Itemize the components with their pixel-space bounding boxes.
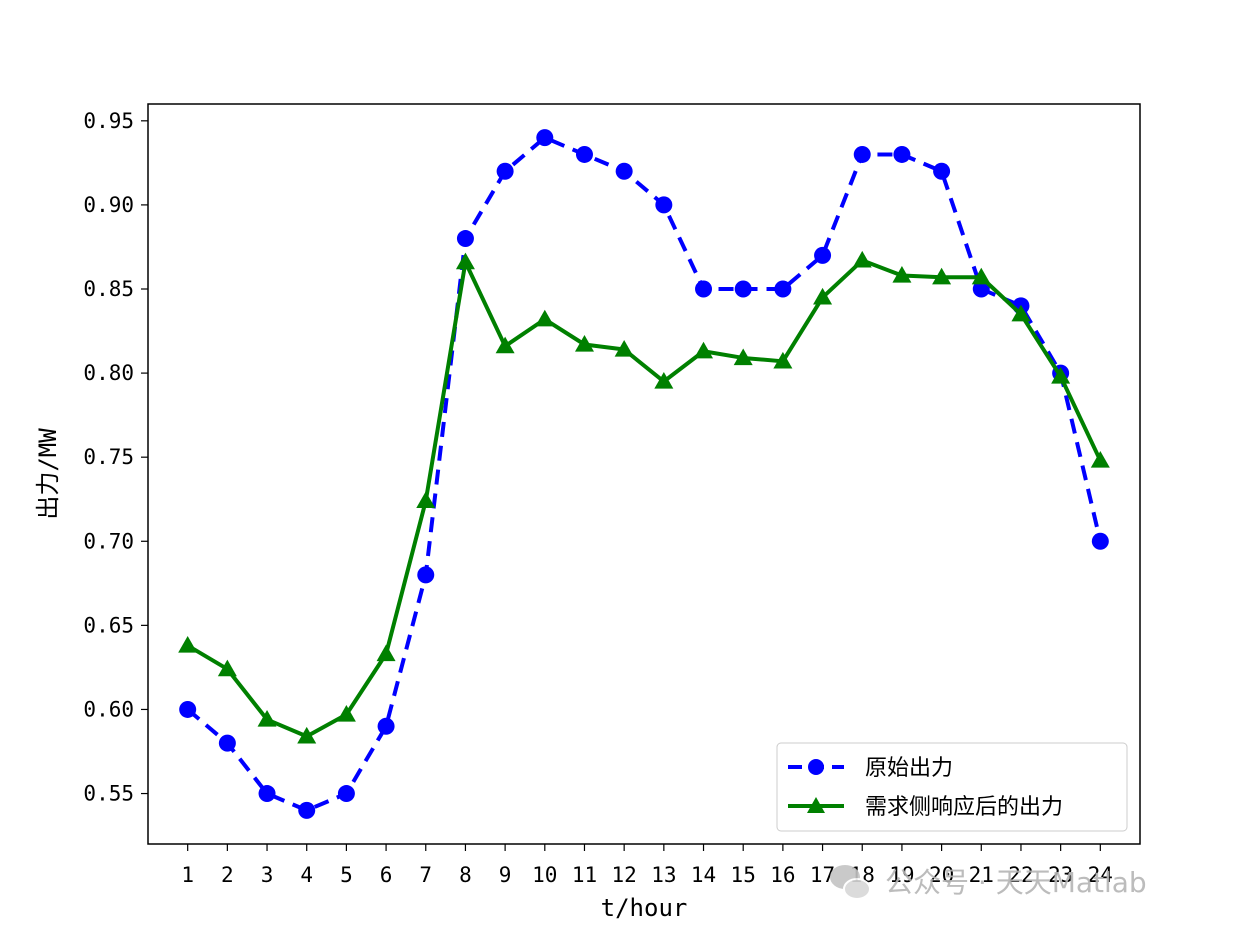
plot-frame xyxy=(147,103,1141,845)
y-tick-label: 0.80 xyxy=(83,361,134,385)
data-point xyxy=(774,280,792,298)
data-point xyxy=(733,348,753,366)
x-tick-label: 5 xyxy=(340,863,353,887)
y-tick-label: 0.55 xyxy=(83,782,134,806)
series-layer xyxy=(178,129,1110,819)
data-point xyxy=(574,335,594,352)
data-point xyxy=(773,351,793,369)
x-tick-label: 3 xyxy=(261,863,274,887)
data-point xyxy=(852,250,872,268)
data-point xyxy=(615,162,633,180)
x-axis-label: t/hour xyxy=(601,894,688,922)
data-point xyxy=(575,145,593,163)
data-point xyxy=(972,280,990,298)
data-point xyxy=(417,566,435,584)
data-point xyxy=(535,309,555,327)
x-tick-label: 12 xyxy=(612,863,637,887)
y-tick-label: 0.75 xyxy=(83,445,134,469)
data-point xyxy=(217,659,237,677)
x-tick-label: 7 xyxy=(419,863,432,887)
legend-marker-circle-icon xyxy=(808,759,824,775)
x-tick-label: 11 xyxy=(572,863,597,887)
x-tick-label: 9 xyxy=(499,863,512,887)
data-point xyxy=(416,491,436,509)
data-point xyxy=(218,734,236,752)
data-point xyxy=(814,246,832,264)
x-tick-label: 22 xyxy=(1008,863,1033,887)
data-point xyxy=(694,341,714,359)
watermark: 公众号 · 天天Matlab xyxy=(830,865,1147,900)
data-point xyxy=(337,785,355,803)
x-tick-label: 8 xyxy=(459,863,472,887)
x-tick-label: 14 xyxy=(691,863,716,887)
data-point xyxy=(376,644,396,662)
x-tick-label: 21 xyxy=(969,863,994,887)
data-point xyxy=(932,267,952,285)
x-tick-label: 13 xyxy=(651,863,676,887)
data-point xyxy=(655,196,673,214)
x-tick-label: 20 xyxy=(929,863,954,887)
legend-marker-triangle-icon xyxy=(807,797,825,813)
x-tick-label: 16 xyxy=(770,863,795,887)
data-point xyxy=(257,710,277,727)
y-tick-label: 0.70 xyxy=(83,529,134,553)
legend-label-response: 需求侧响应后的出力 xyxy=(865,795,1063,820)
data-point xyxy=(495,336,515,354)
data-point xyxy=(298,801,316,819)
y-tick-label: 0.65 xyxy=(83,613,134,637)
data-point xyxy=(1091,532,1109,550)
x-tick-label: 10 xyxy=(532,863,557,887)
data-point xyxy=(536,129,554,147)
legend: 原始出力 需求侧响应后的出力 xyxy=(776,742,1128,832)
data-point xyxy=(496,162,514,180)
data-point xyxy=(892,266,912,283)
data-point xyxy=(258,785,276,803)
data-point xyxy=(1011,304,1031,322)
series-response xyxy=(178,250,1110,744)
data-point xyxy=(1051,366,1071,384)
y-tick-label: 0.95 xyxy=(83,109,134,133)
y-axis-label: 出力/MW xyxy=(34,428,62,520)
data-point xyxy=(336,705,356,722)
data-point xyxy=(455,252,475,270)
watermark-text: 公众号 · 天天Matlab xyxy=(885,866,1147,899)
legend-box xyxy=(776,742,1128,832)
data-point xyxy=(853,145,871,163)
x-tick-label: 23 xyxy=(1048,863,1073,887)
data-point xyxy=(813,287,833,305)
y-tick-label: 0.60 xyxy=(83,697,134,721)
y-tick-label: 0.90 xyxy=(83,193,134,217)
y-axis: 0.55 0.60 0.65 0.70 0.75 0.80 0.85 0.90 0.95 xyxy=(83,109,148,806)
data-point xyxy=(178,636,198,653)
x-tick-label: 1 xyxy=(181,863,194,887)
data-point xyxy=(893,145,911,163)
data-point xyxy=(297,726,317,744)
data-point xyxy=(654,372,674,389)
data-point xyxy=(614,340,634,357)
x-tick-label: 2 xyxy=(221,863,234,887)
x-tick-label: 4 xyxy=(300,863,313,887)
legend-label-original: 原始出力 xyxy=(865,756,953,781)
y-tick-label: 0.85 xyxy=(83,277,134,301)
data-point xyxy=(179,700,197,718)
data-point xyxy=(695,280,713,298)
x-tick-label: 6 xyxy=(380,863,393,887)
x-tick-label: 19 xyxy=(889,863,914,887)
data-point xyxy=(377,717,395,735)
data-point xyxy=(971,267,991,285)
legend-item-original: 原始出力 xyxy=(788,756,953,781)
data-point xyxy=(456,230,474,248)
data-point xyxy=(734,280,752,298)
wechat-icon xyxy=(830,865,871,900)
x-axis: 1 2 3 4 5 6 7 8 9 10 11 12 13 14 15 16 17 18 19 20 21 22 23 24 xyxy=(181,844,1113,887)
data-point xyxy=(1090,451,1110,468)
legend-item-response: 需求侧响应后的出力 xyxy=(788,795,1063,820)
x-tick-label: 24 xyxy=(1088,863,1113,887)
x-tick-label: 15 xyxy=(731,863,756,887)
series-original xyxy=(179,129,1109,819)
data-point xyxy=(933,162,951,180)
